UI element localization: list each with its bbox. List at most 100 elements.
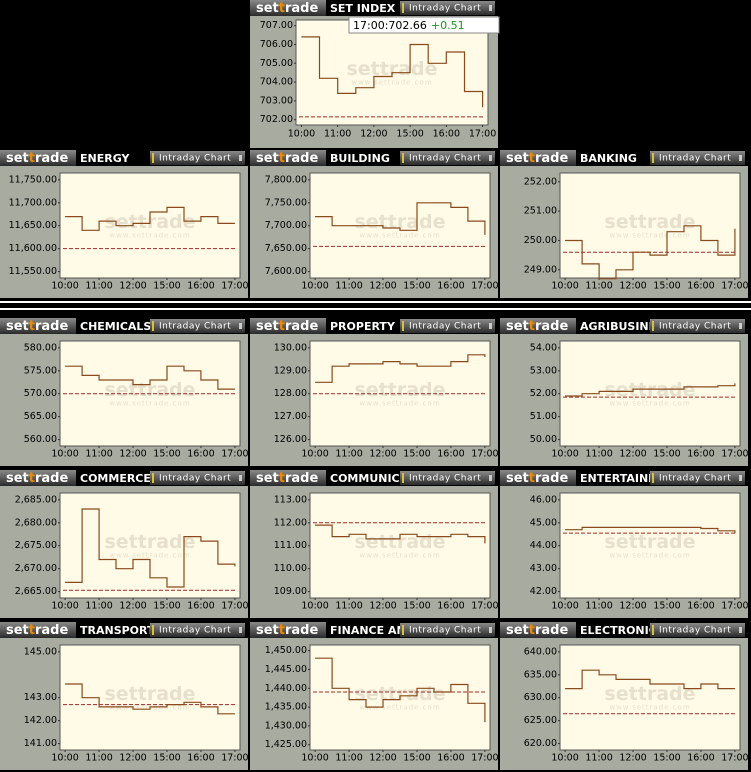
x-tick-label: 15:00 [653,449,680,460]
series-line [65,365,235,390]
button-mark[interactable] [402,625,404,635]
watermark: settrade [104,379,195,401]
button-mark[interactable] [402,321,404,331]
logo: settrade [256,1,318,16]
intraday-button[interactable]: Intraday Chart [150,319,245,333]
button-box[interactable] [150,151,245,165]
button-label[interactable]: Intraday Chart [159,474,231,484]
button-box[interactable] [650,623,745,637]
logo-part: set [256,1,279,16]
button-label[interactable]: Intraday Chart [409,626,481,636]
button-label[interactable]: Intraday Chart [659,322,731,332]
logo: settrade [6,319,68,334]
button-mark[interactable] [652,153,654,163]
logo: settrade [6,151,68,166]
logo-box [0,470,76,486]
button-label[interactable]: Intraday Chart [409,4,481,14]
intraday-button[interactable]: Intraday Chart [650,319,745,333]
button-box[interactable] [400,623,495,637]
chart-panel: settrade SET INDEX Intraday Chartsettradew… [250,0,498,148]
logo-box [500,318,576,334]
button-mark[interactable] [152,321,154,331]
intraday-button[interactable]: Intraday Chart [400,623,495,637]
y-tick-label: 250.00 [524,235,557,246]
button-dots[interactable] [739,323,742,329]
button-mark[interactable] [152,153,154,163]
button-box[interactable] [650,319,745,333]
button-mark[interactable] [152,473,154,483]
button-box[interactable] [400,1,495,15]
button-box[interactable] [150,471,245,485]
x-tick-label: 11:00 [335,601,362,612]
button-mark[interactable] [652,321,654,331]
y-tick-label: 126.00 [274,434,307,445]
button-label[interactable]: Intraday Chart [659,626,731,636]
intraday-button[interactable]: Intraday Chart [150,471,245,485]
x-tick-label: 12:00 [619,449,646,460]
button-label[interactable]: Intraday Chart [159,626,231,636]
button-dots[interactable] [739,155,742,161]
button-label[interactable]: Intraday Chart [659,474,731,484]
button-mark[interactable] [652,473,654,483]
button-dots[interactable] [739,627,742,633]
button-mark[interactable] [402,3,404,13]
x-tick-label: 15:00 [653,601,680,612]
button-mark[interactable] [402,153,404,163]
button-label[interactable]: Intraday Chart [409,154,481,164]
button-box[interactable] [400,471,495,485]
button-dots[interactable] [239,475,242,481]
button-dots[interactable] [489,475,492,481]
x-tick-label: 10:00 [551,281,578,292]
logo-part: t [529,623,535,638]
button-mark[interactable] [402,473,404,483]
logo-part: rade [285,151,318,166]
x-tick-label: 12:00 [360,129,387,140]
logo: settrade [256,319,318,334]
x-tick-label: 16:00 [437,601,464,612]
button-label[interactable]: Intraday Chart [159,322,231,332]
button-dots[interactable] [489,627,492,633]
series-line [565,669,735,690]
x-tick-label: 17:00 [221,449,248,460]
intraday-button[interactable]: Intraday Chart [150,623,245,637]
watermark-url: www.settrade.com [609,552,690,560]
intraday-button[interactable]: Intraday Chart [650,151,745,165]
intraday-button[interactable]: Intraday Chart [650,471,745,485]
chart-title: PROPERTY [330,320,396,333]
button-dots[interactable] [239,323,242,329]
button-dots[interactable] [489,5,492,11]
intraday-button[interactable]: Intraday Chart [400,471,495,485]
button-dots[interactable] [489,155,492,161]
watermark: settrade [354,683,445,705]
x-tick-label: 17:00 [221,281,248,292]
chart-panel: settrade PROPERTY Intraday Chartsettradeww… [250,318,499,466]
x-tick-label: 17:00 [721,601,748,612]
button-dots[interactable] [239,627,242,633]
y-tick-label: 565.00 [24,411,57,422]
button-mark[interactable] [152,625,154,635]
logo-part: set [6,471,29,486]
button-box[interactable] [650,151,745,165]
intraday-button[interactable]: Intraday Chart [400,319,495,333]
button-box[interactable] [650,471,745,485]
logo-box [250,622,326,638]
button-dots[interactable] [239,155,242,161]
intraday-button[interactable]: Intraday Chart [400,1,495,15]
button-label[interactable]: Intraday Chart [409,474,481,484]
button-dots[interactable] [739,475,742,481]
button-dots[interactable] [489,323,492,329]
button-label[interactable]: Intraday Chart [659,154,731,164]
logo-box [0,318,76,334]
intraday-button[interactable]: Intraday Chart [400,151,495,165]
logo-part: rade [535,471,568,486]
button-box[interactable] [150,623,245,637]
button-mark[interactable] [652,625,654,635]
button-box[interactable] [400,151,495,165]
intraday-button[interactable]: Intraday Chart [650,623,745,637]
x-tick-label: 11:00 [585,281,612,292]
button-box[interactable] [400,319,495,333]
button-box[interactable] [150,319,245,333]
button-label[interactable]: Intraday Chart [409,322,481,332]
button-label[interactable]: Intraday Chart [159,154,231,164]
intraday-button[interactable]: Intraday Chart [150,151,245,165]
